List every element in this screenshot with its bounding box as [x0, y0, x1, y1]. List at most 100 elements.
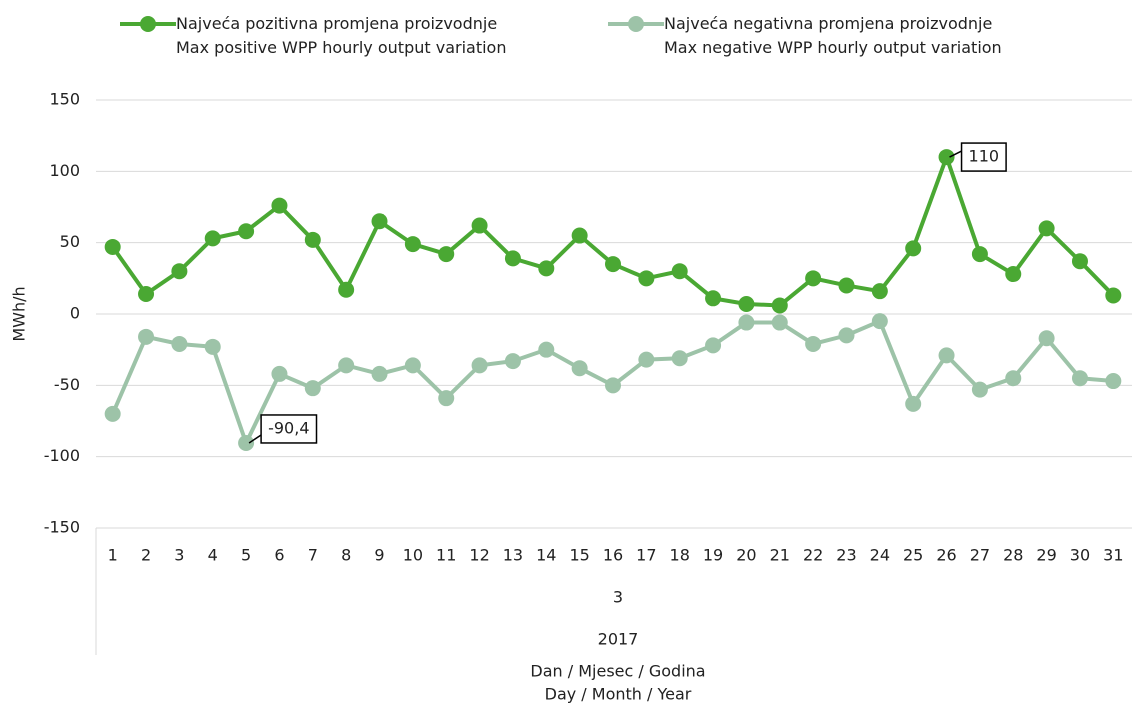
x-tick-label: 18	[670, 546, 690, 565]
point	[805, 270, 822, 287]
data-label-text: -90,4	[268, 418, 309, 437]
y-tick-label: 150	[49, 90, 80, 109]
x-tick-label: 31	[1103, 546, 1123, 565]
x-tick-label: 28	[1003, 546, 1023, 565]
y-tick-label: -50	[54, 375, 80, 394]
point	[371, 365, 388, 382]
point	[771, 297, 788, 314]
point	[971, 381, 988, 398]
point	[538, 341, 555, 358]
point	[538, 260, 555, 277]
point	[738, 296, 755, 313]
point	[304, 231, 321, 248]
legend-label: Najveća negativna promjena proizvodnje M…	[664, 14, 1002, 57]
point	[404, 357, 421, 374]
point	[605, 377, 621, 394]
y-tick-label: -150	[44, 518, 80, 537]
data-label-leader	[949, 150, 962, 158]
x-tick-label: 24	[870, 546, 890, 565]
point	[271, 365, 288, 382]
point	[1005, 266, 1022, 283]
point	[838, 277, 855, 294]
x-tick-label: 30	[1070, 546, 1090, 565]
point	[238, 434, 255, 451]
x-tick-label: 1	[108, 546, 118, 565]
point	[471, 217, 488, 234]
x-group-label: 3	[613, 588, 623, 607]
point	[938, 347, 955, 364]
point	[671, 263, 688, 280]
point	[571, 227, 588, 244]
data-label-text: 110	[969, 147, 1000, 166]
x-tick-label: 20	[736, 546, 756, 565]
data-label: 110	[949, 142, 1007, 172]
point	[971, 246, 988, 263]
data-label-box	[260, 414, 318, 444]
x-tick-label: 5	[241, 546, 251, 565]
y-tick-label: 100	[49, 161, 80, 180]
point	[104, 238, 121, 255]
point	[1071, 253, 1088, 270]
point	[1005, 370, 1022, 387]
x-tick-label: 15	[569, 546, 589, 565]
x-tick-label: 8	[341, 546, 351, 565]
point	[638, 270, 655, 287]
y-axis-label: MWh/h	[10, 286, 29, 341]
point	[905, 240, 922, 257]
point	[571, 360, 588, 377]
point	[204, 230, 221, 247]
x-tick-label: 29	[1036, 546, 1056, 565]
legend-label: Najveća pozitivna promjena proizvodnje M…	[176, 14, 507, 57]
point	[404, 236, 421, 253]
point	[1071, 370, 1088, 387]
point	[504, 250, 521, 267]
y-tick-label: -100	[44, 446, 80, 465]
legend-marker	[140, 16, 156, 32]
point	[371, 213, 388, 230]
x-tick-label: 14	[536, 546, 556, 565]
point	[338, 281, 355, 298]
x-tick-label: 2	[141, 546, 151, 565]
point	[271, 197, 288, 214]
point	[738, 314, 755, 331]
x-axis-label: Day / Month / Year	[545, 685, 692, 704]
point	[104, 405, 121, 422]
point	[1038, 220, 1055, 237]
x-axis-label: Dan / Mjesec / Godina	[530, 662, 705, 681]
point	[138, 328, 155, 345]
point	[838, 327, 855, 344]
point	[1105, 287, 1122, 304]
point	[204, 338, 221, 355]
y-tick-label: 50	[60, 232, 80, 251]
x-tick-label: 26	[936, 546, 956, 565]
x-tick-label: 7	[308, 546, 318, 565]
point	[238, 223, 255, 240]
point	[338, 357, 355, 374]
x-tick-label: 4	[208, 546, 218, 565]
point	[705, 337, 722, 354]
point	[471, 357, 488, 374]
x-group-label: 2017	[598, 630, 639, 649]
point	[771, 314, 788, 331]
x-tick-label: 10	[403, 546, 423, 565]
data-label-leader	[248, 434, 262, 444]
data-label-box	[960, 142, 1007, 172]
point	[504, 353, 521, 370]
point	[905, 395, 922, 412]
x-tick-label: 21	[770, 546, 790, 565]
point	[638, 351, 655, 368]
x-tick-label: 11	[436, 546, 456, 565]
point	[705, 290, 722, 307]
x-tick-label: 25	[903, 546, 923, 565]
x-tick-label: 16	[603, 546, 623, 565]
x-tick-label: 22	[803, 546, 823, 565]
point	[605, 256, 621, 273]
x-tick-label: 12	[469, 546, 489, 565]
x-tick-label: 9	[374, 546, 384, 565]
legend-marker	[628, 16, 644, 32]
x-tick-label: 3	[174, 546, 184, 565]
x-tick-label: 23	[836, 546, 856, 565]
point	[1038, 330, 1055, 347]
